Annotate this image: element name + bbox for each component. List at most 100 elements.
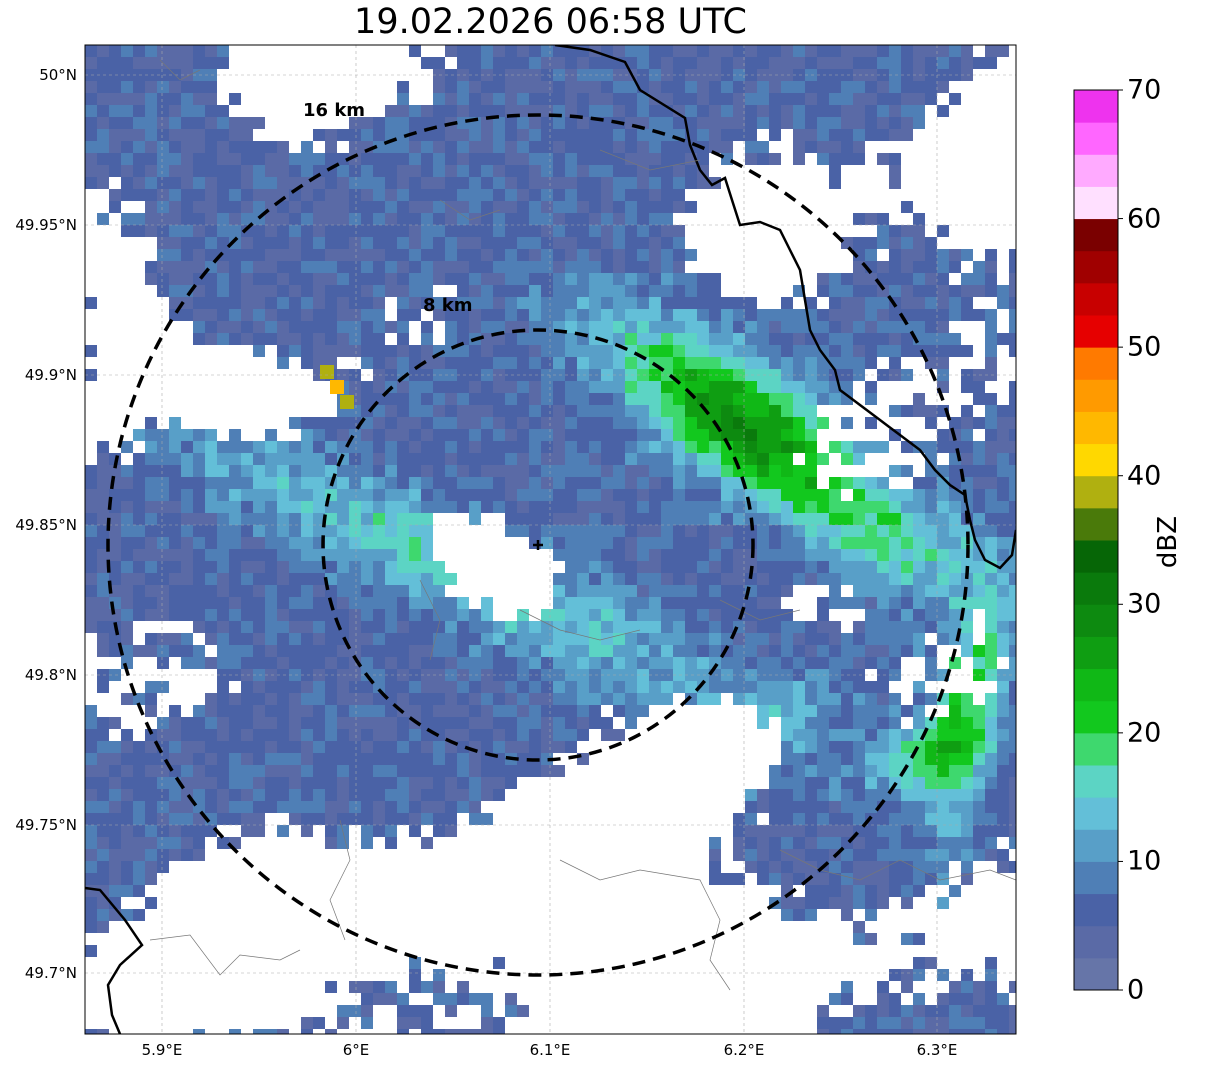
echo-cell	[877, 153, 889, 165]
echo-cell	[973, 513, 985, 525]
echo-cell	[853, 453, 865, 465]
echo-cell	[229, 609, 241, 621]
echo-cell	[649, 693, 661, 705]
echo-cell	[553, 489, 565, 501]
echo-cell	[205, 633, 217, 645]
echo-cell	[961, 741, 973, 753]
echo-cell	[361, 261, 373, 273]
echo-cell	[481, 705, 493, 717]
echo-cell	[145, 705, 157, 717]
echo-cell	[361, 705, 373, 717]
echo-cell	[397, 633, 409, 645]
echo-cell	[253, 321, 265, 333]
echo-cell	[673, 681, 685, 693]
echo-cell	[781, 573, 793, 585]
echo-cell	[889, 45, 901, 57]
echo-cell	[205, 153, 217, 165]
echo-cell	[733, 693, 745, 705]
echo-cell	[613, 129, 625, 141]
echo-cell	[889, 1005, 901, 1017]
echo-cell	[889, 657, 901, 669]
echo-cell	[877, 261, 889, 273]
echo-cell	[877, 585, 889, 597]
echo-cell	[517, 177, 529, 189]
echo-cell	[829, 117, 841, 129]
echo-cell	[685, 105, 697, 117]
echo-cell	[553, 597, 565, 609]
echo-cell	[841, 501, 853, 513]
echo-cell	[757, 417, 769, 429]
echo-cell	[985, 717, 997, 729]
echo-cell	[757, 429, 769, 441]
echo-cell	[673, 549, 685, 561]
echo-cell	[709, 345, 721, 357]
echo-cell	[853, 885, 865, 897]
echo-cell	[217, 837, 229, 849]
echo-cell	[685, 321, 697, 333]
echo-cell	[793, 693, 805, 705]
echo-cell	[601, 153, 613, 165]
echo-cell	[241, 597, 253, 609]
echo-cell	[97, 105, 109, 117]
echo-cell	[457, 465, 469, 477]
echo-cell	[373, 585, 385, 597]
echo-cell	[997, 561, 1009, 573]
echo-cell	[913, 597, 925, 609]
echo-cell	[769, 417, 781, 429]
echo-cell	[193, 561, 205, 573]
echo-cell	[1009, 249, 1016, 261]
echo-cell	[241, 153, 253, 165]
echo-cell	[169, 105, 181, 117]
echo-cell	[85, 489, 97, 501]
echo-cell	[145, 849, 157, 861]
echo-cell	[853, 489, 865, 501]
echo-cell	[889, 225, 901, 237]
echo-cell	[877, 237, 889, 249]
echo-cell	[289, 609, 301, 621]
echo-cell	[829, 177, 841, 189]
echo-cell	[673, 357, 685, 369]
echo-cell	[205, 213, 217, 225]
echo-cell	[925, 285, 937, 297]
echo-cell	[877, 693, 889, 705]
echo-cell	[913, 489, 925, 501]
echo-cell	[277, 501, 289, 513]
echo-cell	[637, 213, 649, 225]
echo-cell	[673, 81, 685, 93]
echo-cell	[397, 165, 409, 177]
echo-cell	[1009, 309, 1016, 321]
echo-cell	[85, 153, 97, 165]
echo-cell	[673, 561, 685, 573]
echo-cell	[913, 561, 925, 573]
echo-cell	[733, 561, 745, 573]
echo-cell	[685, 621, 697, 633]
echo-cell	[757, 117, 769, 129]
echo-cell	[565, 573, 577, 585]
echo-cell	[529, 213, 541, 225]
echo-cell	[505, 297, 517, 309]
echo-cell	[313, 153, 325, 165]
echo-cell	[961, 621, 973, 633]
echo-cell	[445, 417, 457, 429]
echo-cell	[901, 561, 913, 573]
echo-cell	[373, 189, 385, 201]
echo-cell	[733, 657, 745, 669]
echo-cell	[397, 405, 409, 417]
echo-cell	[517, 381, 529, 393]
echo-cell	[937, 1029, 949, 1034]
echo-cell	[481, 681, 493, 693]
echo-cell	[193, 717, 205, 729]
echo-cell	[889, 705, 901, 717]
echo-cell	[853, 645, 865, 657]
echo-cell	[853, 777, 865, 789]
echo-cell	[553, 645, 565, 657]
echo-cell	[829, 333, 841, 345]
reflectivity-layer	[85, 45, 1016, 1034]
echo-cell	[445, 429, 457, 441]
echo-cell	[433, 573, 445, 585]
echo-cell	[181, 309, 193, 321]
echo-cell	[301, 585, 313, 597]
echo-cell	[841, 657, 853, 669]
echo-cell	[1009, 429, 1016, 441]
echo-cell	[973, 273, 985, 285]
